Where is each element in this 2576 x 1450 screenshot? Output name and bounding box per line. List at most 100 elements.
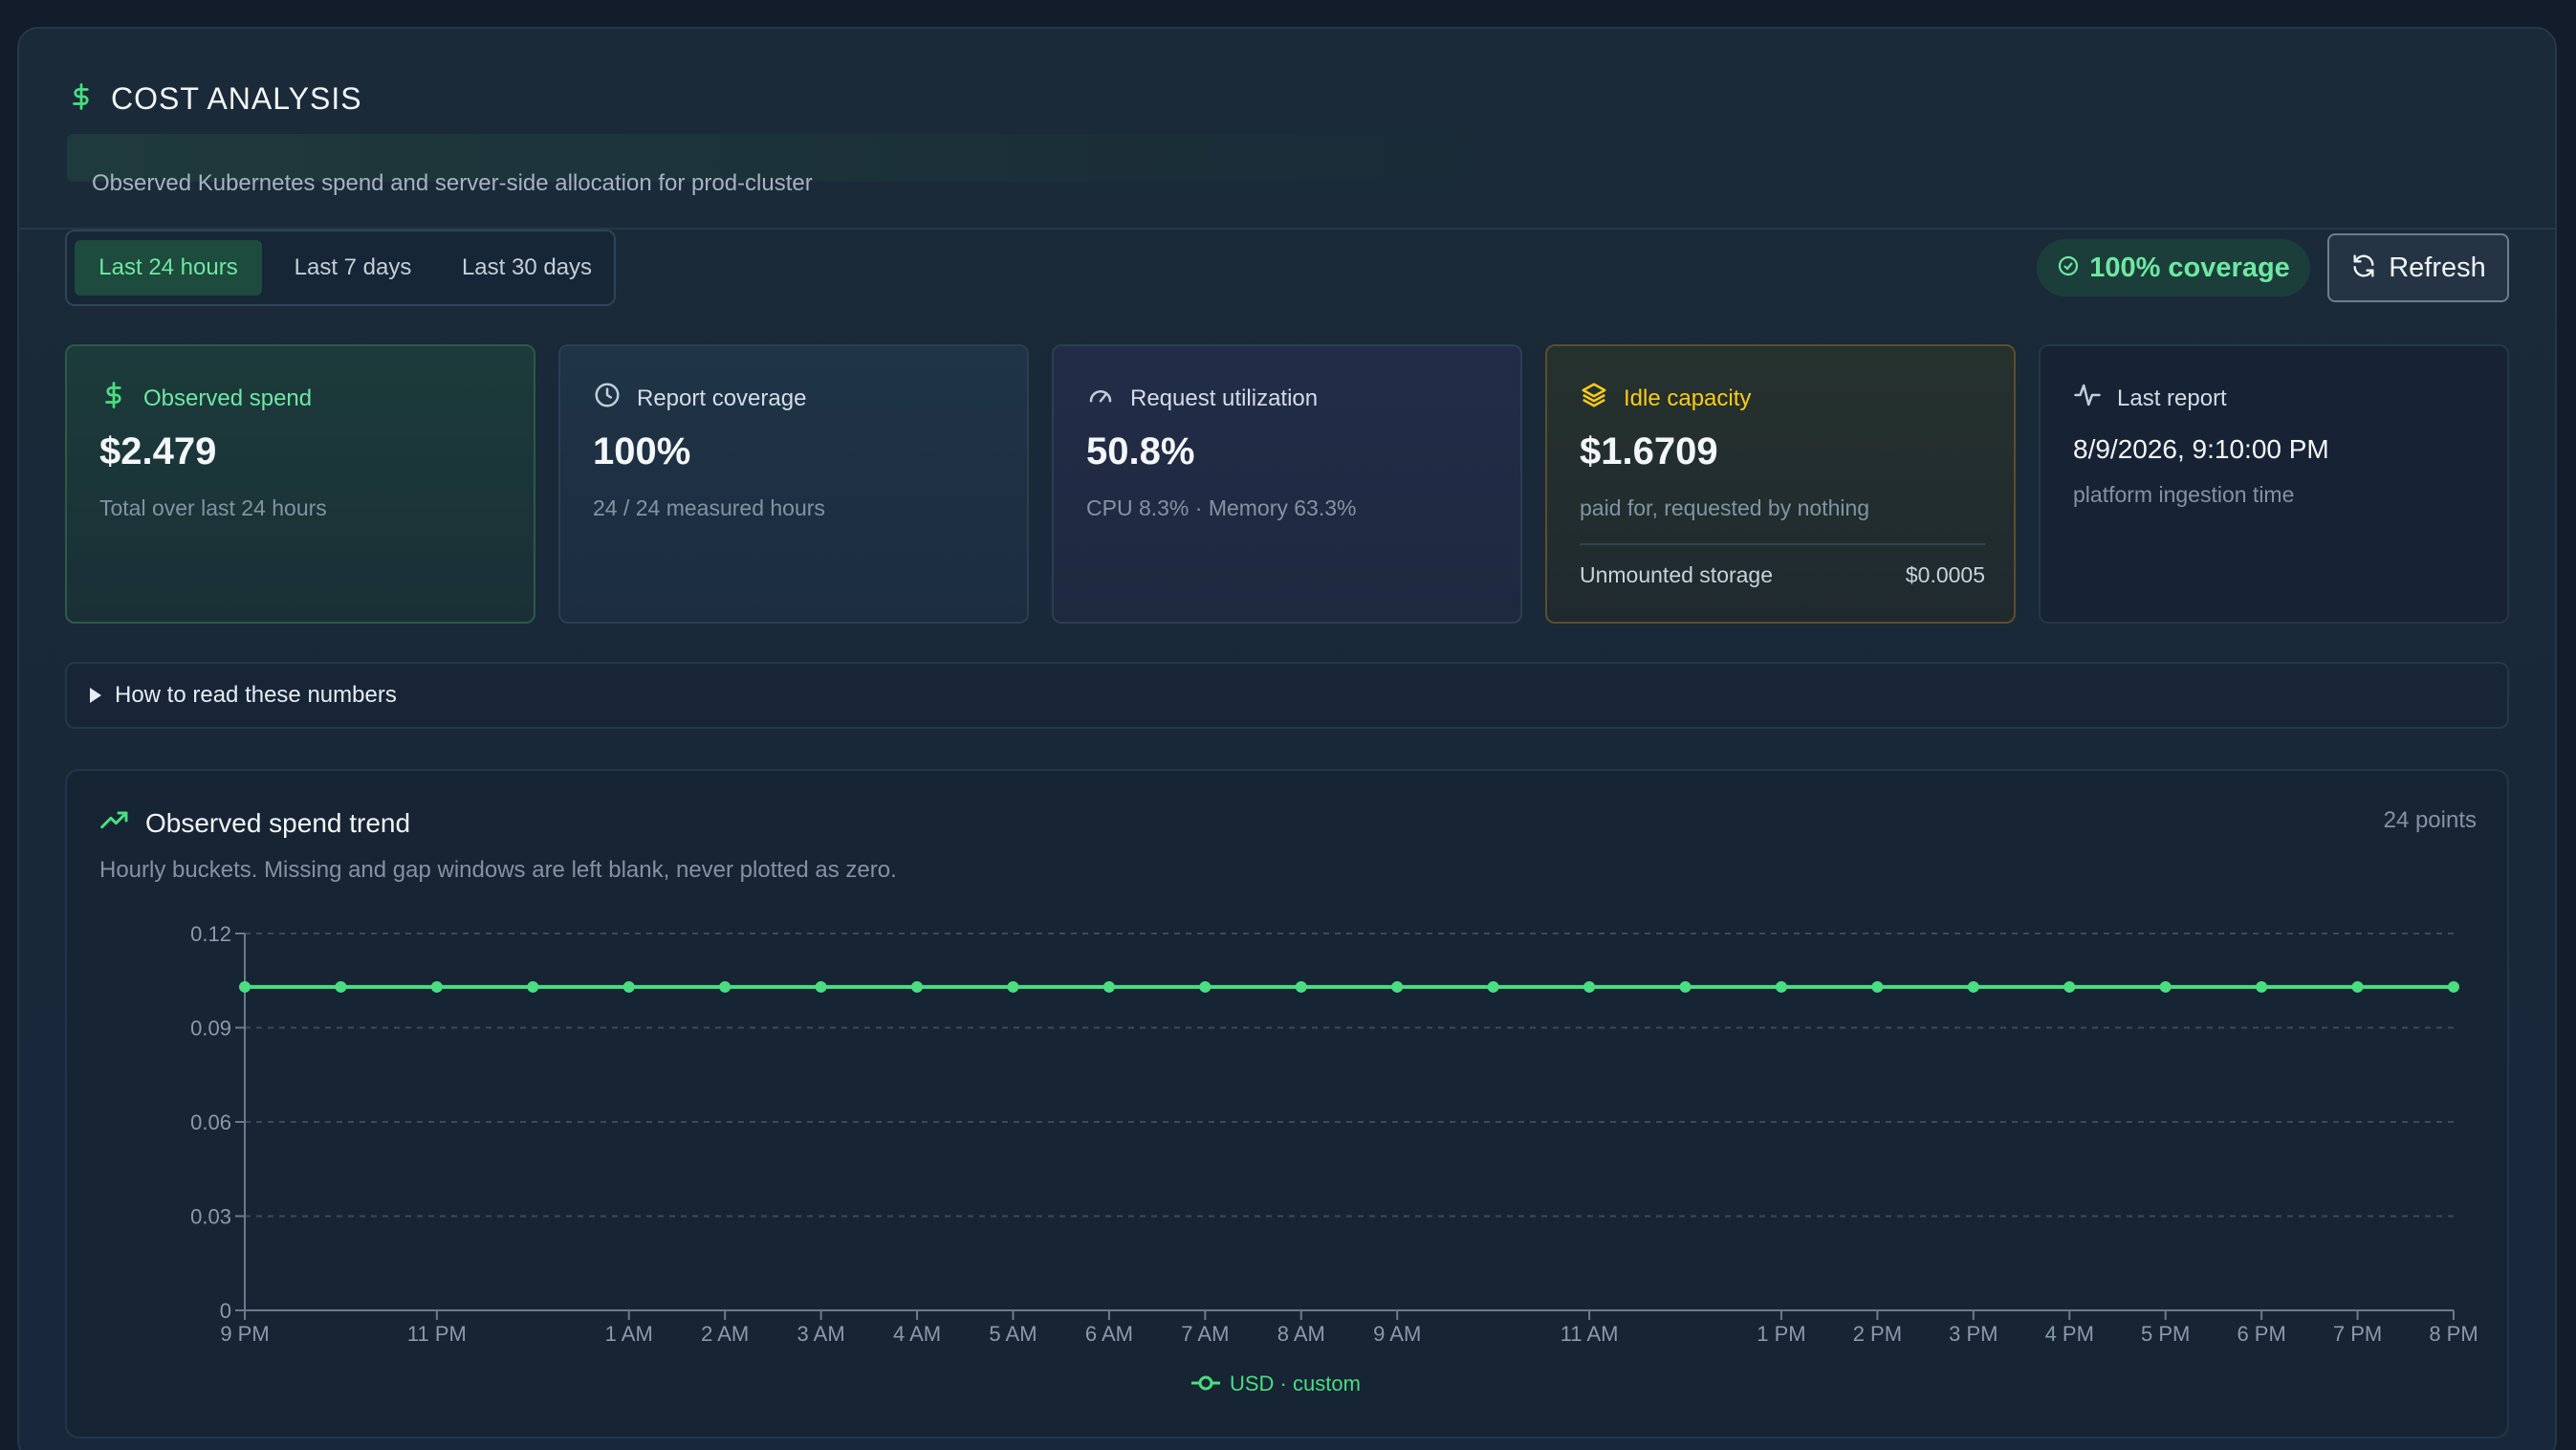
clock-icon [593, 381, 622, 416]
data-point [2256, 980, 2268, 993]
data-point [2159, 980, 2172, 993]
card-subtext: paid for, requested by nothing [1580, 495, 1870, 520]
data-point [622, 980, 635, 993]
data-point [1871, 980, 1884, 993]
gauge-icon [1086, 381, 1115, 416]
card-label: Report coverage [637, 384, 807, 411]
x-tick-label: 2 PM [1853, 1322, 1902, 1346]
card-divider [1580, 543, 1985, 545]
refresh-button[interactable]: Refresh [2327, 233, 2509, 302]
y-tick-label: 0.03 [190, 1205, 231, 1229]
x-tick-label: 3 PM [1949, 1322, 1997, 1346]
data-point [2063, 980, 2076, 993]
time-range-selector: Last 24 hours Last 7 days Last 30 days [65, 230, 616, 306]
data-point [815, 980, 827, 993]
card-subtext: 24 / 24 measured hours [593, 495, 825, 520]
x-tick-label: 1 AM [605, 1322, 653, 1346]
x-tick-label: 3 AM [797, 1322, 845, 1346]
y-tick-label: 0.09 [190, 1017, 231, 1041]
data-point [2351, 980, 2364, 993]
x-tick-label: 5 PM [2141, 1322, 2190, 1346]
card-label: Request utilization [1130, 384, 1319, 411]
card-value: $1.6709 [1580, 430, 1718, 472]
spend-trend-panel: Observed spend trend Hourly buckets. Mis… [65, 769, 2509, 1439]
card-value: 100% [593, 430, 691, 472]
check-circle-icon [2057, 254, 2080, 282]
x-tick-label: 9 AM [1373, 1322, 1421, 1346]
chart-note: Hourly buckets. Missing and gap windows … [99, 857, 897, 883]
legend-swatch-marker [1198, 1375, 1213, 1391]
request-utilization-card: Request utilization 50.8% CPU 8.3% · Mem… [1052, 344, 1522, 624]
card-subtext: Total over last 24 hours [99, 495, 327, 520]
points-count: 24 points [2383, 807, 2477, 833]
dollar-icon [99, 381, 128, 416]
x-tick-label: 7 AM [1181, 1322, 1229, 1346]
subtitle-highlight [67, 134, 1539, 182]
x-tick-label: 11 AM [1561, 1322, 1619, 1346]
data-point [335, 980, 347, 993]
x-tick-label: 11 PM [407, 1322, 467, 1346]
data-point [239, 980, 251, 993]
data-point [1295, 980, 1307, 993]
x-tick-label: 2 AM [701, 1322, 749, 1346]
card-header: Report coverage [593, 381, 806, 416]
data-point [1967, 980, 1979, 993]
x-tick-label: 4 PM [2045, 1322, 2094, 1346]
chart-header: Observed spend trend [99, 805, 410, 841]
x-tick-label: 5 AM [989, 1322, 1037, 1346]
x-tick-label: 4 AM [893, 1322, 941, 1346]
report-coverage-card: Report coverage 100% 24 / 24 measured ho… [558, 344, 1029, 624]
data-point [1679, 980, 1692, 993]
card-value: $2.479 [99, 430, 217, 472]
activity-icon [2073, 381, 2102, 416]
refresh-icon [2350, 253, 2377, 284]
data-point [911, 980, 924, 993]
storage-value: $0.0005 [1905, 562, 1985, 587]
data-point [1007, 980, 1019, 993]
panel-header: COST ANALYSIS Observed Kubernetes spend … [19, 29, 2555, 230]
how-to-read-label: How to read these numbers [115, 682, 397, 708]
how-to-read-toggle[interactable]: How to read these numbers [65, 662, 2509, 729]
data-point [1487, 980, 1499, 993]
title-row: COST ANALYSIS [67, 78, 362, 120]
data-point [1583, 980, 1596, 993]
card-subtext: platform ingestion time [2073, 482, 2295, 507]
card-header: Last report [2073, 381, 2227, 416]
card-subtext: CPU 8.3% · Memory 63.3% [1086, 495, 1357, 520]
card-header: Request utilization [1086, 381, 1318, 416]
y-tick-label: 0.06 [190, 1110, 231, 1134]
dollar-icon [67, 78, 96, 120]
data-point [719, 980, 731, 993]
card-header: Idle capacity [1580, 381, 1751, 416]
storage-label: Unmounted storage [1580, 562, 1774, 587]
card-header: Observed spend [99, 381, 312, 416]
card-label: Idle capacity [1624, 384, 1752, 411]
data-point [2448, 980, 2459, 993]
observed-spend-card: Observed spend $2.479 Total over last 24… [65, 344, 535, 624]
data-point [1775, 980, 1787, 993]
coverage-badge-label: 100% coverage [2089, 252, 2290, 283]
data-point [1199, 980, 1212, 993]
legend-label: USD · custom [1230, 1372, 1361, 1395]
coverage-badge: 100% coverage [2037, 239, 2310, 297]
data-point [527, 980, 539, 993]
y-tick-label: 0 [220, 1299, 231, 1323]
data-point [1102, 980, 1115, 993]
idle-capacity-card: Idle capacity $1.6709 paid for, requeste… [1545, 344, 2016, 624]
card-label: Observed spend [143, 384, 313, 411]
page-subtitle: Observed Kubernetes spend and server-sid… [92, 170, 813, 196]
data-point [1391, 980, 1404, 993]
range-tab-last-24-hours[interactable]: Last 24 hours [75, 240, 262, 296]
chart-title: Observed spend trend [145, 807, 411, 838]
x-tick-label: 6 PM [2237, 1322, 2285, 1346]
range-tab-last-30-days[interactable]: Last 30 days [461, 254, 593, 280]
last-report-card: Last report 8/9/2026, 9:10:00 PM platfor… [2039, 344, 2509, 624]
layers-icon [1580, 381, 1608, 416]
x-tick-label: 9 PM [220, 1322, 269, 1346]
spend-trend-chart: 0 0.03 0.06 0.09 0.12 9 PM 11 PM 1 AM 2 AM 3 AM 4 … [190, 922, 2478, 1395]
data-point [430, 980, 443, 993]
refresh-label: Refresh [2389, 252, 2486, 283]
x-tick-label: 7 PM [2333, 1322, 2382, 1346]
card-value: 50.8% [1086, 430, 1195, 472]
range-tab-last-7-days[interactable]: Last 7 days [294, 254, 412, 280]
